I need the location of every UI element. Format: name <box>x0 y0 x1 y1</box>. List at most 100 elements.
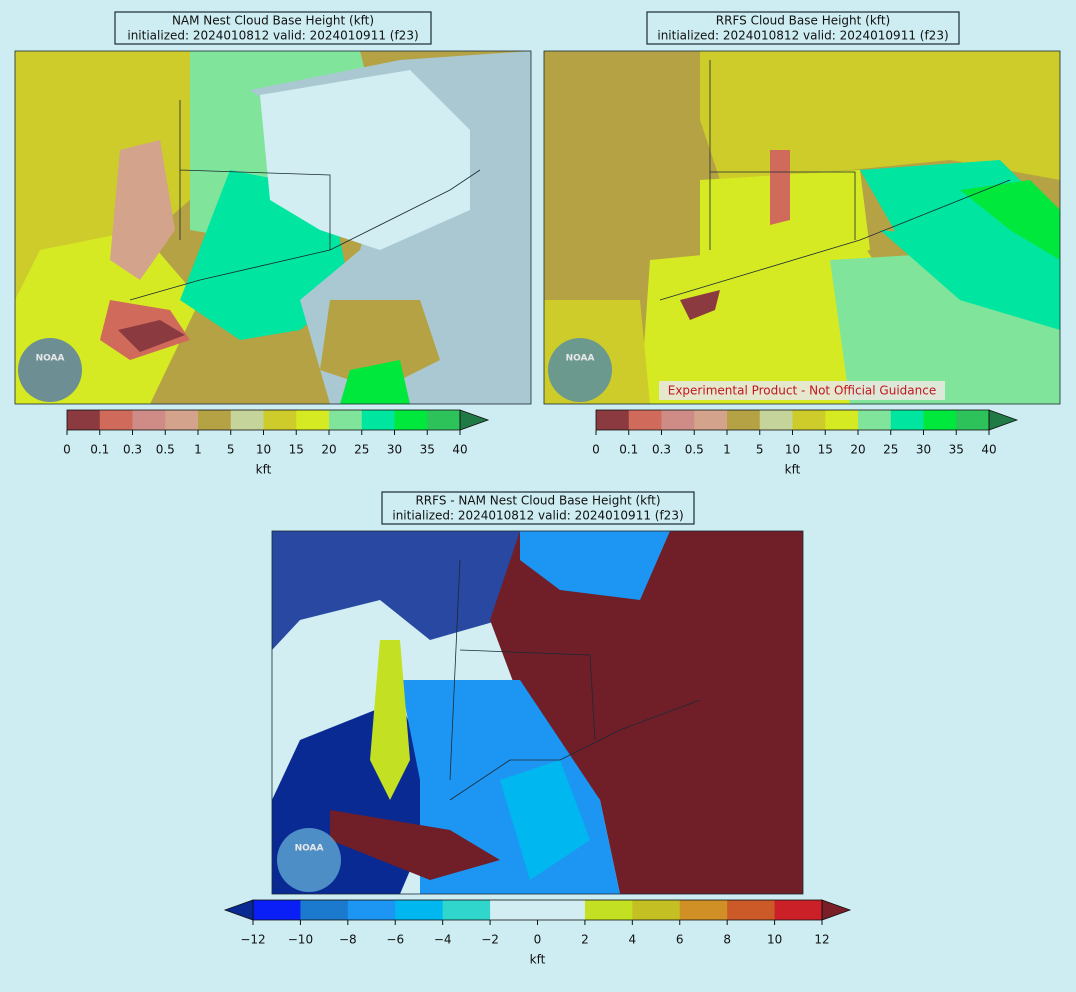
colorbar-tick-label: −4 <box>434 933 452 947</box>
panel-subtitle: initialized: 2024010812 valid: 202401091… <box>657 29 948 43</box>
colorbar-label: kft <box>785 463 801 477</box>
colorbar-tick-label: 25 <box>354 443 369 457</box>
colorbar-tick-label: 35 <box>949 443 964 457</box>
colorbar-segment <box>99 410 133 430</box>
colorbar-segment <box>263 410 297 430</box>
map-nam <box>15 51 531 404</box>
title-box <box>381 491 695 525</box>
colorbar-label: kft <box>530 953 546 967</box>
colorbar-tick-label: 0.3 <box>123 443 142 457</box>
colorbar-tick-label: 1 <box>723 443 731 457</box>
colorbar-extend <box>821 899 852 921</box>
colorbar-tick-label: 20 <box>850 443 865 457</box>
map-frame <box>14 50 532 405</box>
colorbar-segment <box>300 900 349 920</box>
panel-subtitle: initialized: 2024010812 valid: 202401091… <box>392 509 683 523</box>
colorbar-segment <box>537 900 586 920</box>
colorbar-segment <box>596 410 630 430</box>
logo-text: NOAA <box>295 844 324 854</box>
colorbar-segment <box>230 410 264 430</box>
colorbar-segment <box>395 900 444 920</box>
colorbar-tick-label: 0.1 <box>619 443 638 457</box>
panel-title: RRFS Cloud Base Height (kft) <box>716 14 890 28</box>
colorbar-segment <box>858 410 892 430</box>
colorbar-tick-label: 15 <box>818 443 833 457</box>
colorbar-tick-label: 12 <box>814 933 829 947</box>
colorbar-tick-label: 30 <box>387 443 402 457</box>
colorbar-segment <box>759 410 793 430</box>
colorbar-segment <box>923 410 957 430</box>
colorbar-tick-label: −10 <box>288 933 313 947</box>
colorbar-tick-label: 0.1 <box>90 443 109 457</box>
colorbar-extend <box>988 409 1019 431</box>
logo-text: NOAA <box>566 354 595 364</box>
colorbar-tick-label: 0 <box>592 443 600 457</box>
colorbar-segment <box>296 410 330 430</box>
colorbar-segment <box>774 900 823 920</box>
colorbar-segment <box>394 410 428 430</box>
colorbar-tick-label: 40 <box>981 443 996 457</box>
title-box <box>114 11 432 45</box>
colorbar-segment <box>67 410 101 430</box>
colorbar-segment <box>661 410 695 430</box>
map-frame <box>543 50 1061 405</box>
colorbar-tick-label: 30 <box>916 443 931 457</box>
colorbar-segment <box>694 410 728 430</box>
colorbar-tick-label: 0 <box>534 933 542 947</box>
colorbar-tick-label: 5 <box>227 443 235 457</box>
colorbar-segment <box>361 410 395 430</box>
colorbar-tick-label: 15 <box>289 443 304 457</box>
colorbar-tick-label: 8 <box>723 933 731 947</box>
colorbar-segment <box>584 900 633 920</box>
colorbar-segment <box>347 900 396 920</box>
colorbar-segment <box>727 900 776 920</box>
panel-subtitle: initialized: 2024010812 valid: 202401091… <box>127 29 418 43</box>
colorbar-segment <box>632 900 681 920</box>
colorbar-tick-label: 20 <box>321 443 336 457</box>
colorbar-segment <box>198 410 232 430</box>
colorbar-segment <box>792 410 826 430</box>
colorbar-segment <box>679 900 728 920</box>
colorbar-segment <box>727 410 761 430</box>
annotation-box <box>659 381 945 400</box>
annotation: Experimental Product - Not Official Guid… <box>668 384 936 398</box>
colorbar-segment <box>329 410 363 430</box>
colorbar-tick-label: 4 <box>629 933 637 947</box>
colorbar-tick-label: 40 <box>452 443 467 457</box>
colorbar-tick-label: 2 <box>581 933 589 947</box>
colorbar-extend <box>459 409 490 431</box>
colorbar-segment <box>165 410 199 430</box>
colorbar-tick-label: −6 <box>386 933 404 947</box>
colorbar-tick-label: 5 <box>756 443 764 457</box>
colorbar-extend <box>223 899 254 921</box>
colorbar-tick-label: 25 <box>883 443 898 457</box>
colorbar-tick-label: 35 <box>420 443 435 457</box>
colorbar-segment <box>956 410 990 430</box>
colorbar-segment <box>825 410 859 430</box>
colorbar-segment <box>490 900 538 920</box>
map-rrfs <box>544 51 1060 404</box>
colorbar-tick-label: 1 <box>194 443 202 457</box>
title-box <box>646 11 960 45</box>
logo-text: NOAA <box>36 354 65 364</box>
colorbar-segment <box>427 410 461 430</box>
panel-title: RRFS - NAM Nest Cloud Base Height (kft) <box>415 494 660 508</box>
colorbar-tick-label: −12 <box>240 933 265 947</box>
panel-title: NAM Nest Cloud Base Height (kft) <box>172 14 374 28</box>
colorbar-tick-label: 0.5 <box>685 443 704 457</box>
colorbar-tick-label: 6 <box>676 933 684 947</box>
colorbar-tick-label: 0 <box>63 443 71 457</box>
colorbar-segment <box>442 900 491 920</box>
colorbar-segment <box>890 410 924 430</box>
colorbar-segment <box>628 410 662 430</box>
map-difference <box>272 531 803 894</box>
colorbar-tick-label: 10 <box>767 933 782 947</box>
colorbar-label: kft <box>256 463 272 477</box>
colorbar-tick-label: 0.5 <box>156 443 175 457</box>
map-frame <box>271 530 804 895</box>
colorbar-tick-label: 10 <box>785 443 800 457</box>
colorbar-tick-label: −2 <box>481 933 499 947</box>
colorbar-tick-label: 0.3 <box>652 443 671 457</box>
colorbar-segment <box>253 900 301 920</box>
